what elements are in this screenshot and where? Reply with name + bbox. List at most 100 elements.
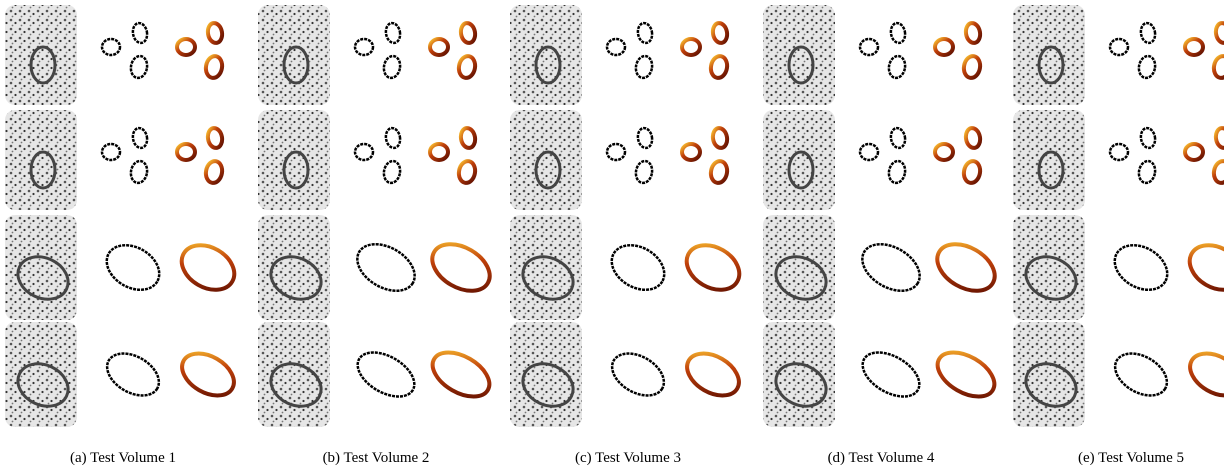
prediction-heatmap	[175, 345, 241, 404]
ground-truth-contour	[129, 160, 149, 184]
prediction-heatmap	[962, 55, 982, 79]
ground-truth-contour	[860, 144, 878, 160]
ground-truth-contour	[604, 236, 672, 299]
tissue-image	[258, 110, 330, 210]
ground-truth-contour	[889, 127, 906, 149]
prediction-heatmap	[711, 22, 728, 44]
tissue-image	[510, 322, 582, 427]
prediction-heatmap	[1185, 39, 1203, 55]
prediction-heatmap	[962, 160, 982, 184]
ground-truth-contour	[1110, 144, 1128, 160]
tissue-image	[763, 322, 835, 427]
prediction-heatmap	[174, 236, 242, 299]
prediction-heatmap	[709, 160, 729, 184]
tissue-image	[1013, 5, 1085, 105]
tissue-image	[5, 110, 77, 210]
ground-truth-contour	[887, 55, 907, 79]
prediction-heatmap	[430, 144, 448, 160]
tissue-image	[763, 110, 835, 210]
ground-truth-contour	[355, 39, 373, 55]
prediction-heatmap	[1212, 55, 1224, 79]
ground-truth-contour	[1139, 127, 1156, 149]
prediction-heatmap	[1212, 160, 1224, 184]
ground-truth-contour	[1137, 160, 1157, 184]
prediction-heatmap	[930, 343, 1002, 405]
prediction-heatmap	[459, 127, 476, 149]
prediction-heatmap	[177, 39, 195, 55]
ground-truth-contour	[1139, 22, 1156, 44]
prediction-heatmap	[680, 345, 746, 404]
panel-caption: (b) Test Volume 2	[323, 450, 430, 466]
tissue-image	[5, 322, 77, 427]
ground-truth-contour	[1137, 55, 1157, 79]
ground-truth-contour	[102, 39, 120, 55]
ground-truth-contour	[860, 39, 878, 55]
prediction-heatmap	[1182, 236, 1224, 299]
ground-truth-contour	[99, 236, 167, 299]
tissue-image	[5, 5, 77, 105]
ground-truth-contour	[1110, 39, 1128, 55]
ground-truth-contour	[384, 22, 401, 44]
panel-caption: (c) Test Volume 3	[575, 450, 681, 466]
ground-truth-contour	[636, 22, 653, 44]
prediction-heatmap	[964, 22, 981, 44]
prediction-heatmap	[204, 55, 224, 79]
ground-truth-contour	[889, 22, 906, 44]
ground-truth-contour	[1107, 236, 1175, 299]
prediction-heatmap	[1214, 22, 1224, 44]
tissue-image	[510, 215, 582, 320]
prediction-heatmap	[711, 127, 728, 149]
tissue-image	[763, 5, 835, 105]
tissue-image	[258, 322, 330, 427]
prediction-heatmap	[206, 22, 223, 44]
prediction-heatmap	[1185, 144, 1203, 160]
tissue-image	[5, 215, 77, 320]
ground-truth-contour	[100, 345, 166, 404]
prediction-heatmap	[935, 144, 953, 160]
ground-truth-contour	[129, 55, 149, 79]
prediction-heatmap	[204, 160, 224, 184]
ground-truth-contour	[349, 235, 423, 301]
ground-truth-contour	[382, 55, 402, 79]
tissue-image	[258, 215, 330, 320]
ground-truth-contour	[634, 55, 654, 79]
tissue-image	[1013, 215, 1085, 320]
prediction-heatmap	[457, 160, 477, 184]
prediction-heatmap	[682, 144, 700, 160]
panel-caption: (d) Test Volume 4	[828, 450, 935, 466]
tissue-image	[763, 215, 835, 320]
prediction-heatmap	[425, 343, 497, 405]
prediction-heatmap	[1183, 345, 1224, 404]
prediction-heatmap	[929, 235, 1003, 301]
prediction-heatmap	[682, 39, 700, 55]
ground-truth-contour	[607, 144, 625, 160]
prediction-heatmap	[424, 235, 498, 301]
prediction-heatmap	[459, 22, 476, 44]
prediction-heatmap	[206, 127, 223, 149]
ground-truth-contour	[350, 343, 422, 405]
tissue-image	[258, 5, 330, 105]
prediction-heatmap	[1214, 127, 1224, 149]
ground-truth-contour	[131, 127, 148, 149]
ground-truth-contour	[102, 144, 120, 160]
ground-truth-contour	[131, 22, 148, 44]
ground-truth-contour	[605, 345, 671, 404]
ground-truth-contour	[634, 160, 654, 184]
panel-caption: (e) Test Volume 5	[1078, 450, 1184, 466]
panel-caption: (a) Test Volume 1	[70, 450, 176, 466]
ground-truth-contour	[855, 343, 927, 405]
prediction-heatmap	[964, 127, 981, 149]
prediction-heatmap	[430, 39, 448, 55]
prediction-heatmap	[679, 236, 747, 299]
prediction-heatmap	[935, 39, 953, 55]
tissue-image	[1013, 110, 1085, 210]
ground-truth-contour	[1108, 345, 1174, 404]
ground-truth-contour	[854, 235, 928, 301]
tissue-image	[510, 110, 582, 210]
prediction-heatmap	[709, 55, 729, 79]
figure: (a) Test Volume 1 (b) Test Volume 2 (c) Te…	[0, 0, 1224, 470]
prediction-heatmap	[177, 144, 195, 160]
ground-truth-contour	[382, 160, 402, 184]
ground-truth-contour	[384, 127, 401, 149]
ground-truth-contour	[636, 127, 653, 149]
